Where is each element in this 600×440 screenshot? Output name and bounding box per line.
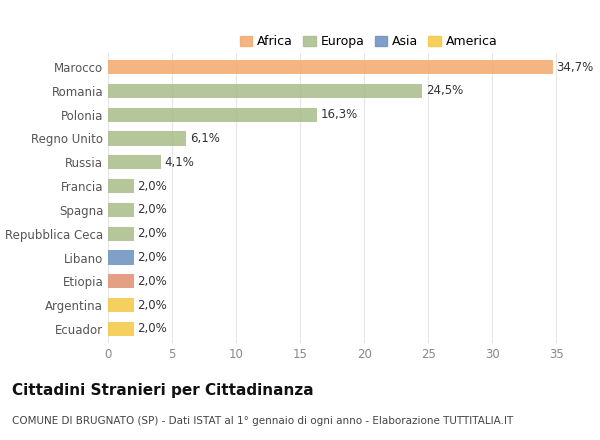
Text: 6,1%: 6,1% [190, 132, 220, 145]
Bar [108, 107, 317, 122]
Text: 2,0%: 2,0% [137, 227, 167, 240]
Text: 34,7%: 34,7% [556, 61, 593, 73]
Text: COMUNE DI BRUGNATO (SP) - Dati ISTAT al 1° gennaio di ogni anno - Elaborazione T: COMUNE DI BRUGNATO (SP) - Dati ISTAT al … [12, 416, 513, 426]
Bar [108, 274, 134, 289]
Bar [108, 203, 134, 217]
Bar [108, 155, 161, 169]
Bar [108, 227, 134, 241]
Text: 24,5%: 24,5% [426, 84, 463, 97]
Bar [108, 84, 422, 98]
Text: Cittadini Stranieri per Cittadinanza: Cittadini Stranieri per Cittadinanza [12, 383, 314, 398]
Text: 2,0%: 2,0% [137, 275, 167, 288]
Bar [108, 322, 134, 336]
Bar [108, 298, 134, 312]
Text: 2,0%: 2,0% [137, 180, 167, 193]
Text: 2,0%: 2,0% [137, 299, 167, 312]
Bar [108, 179, 134, 193]
Bar [108, 60, 553, 74]
Text: 2,0%: 2,0% [137, 251, 167, 264]
Text: 2,0%: 2,0% [137, 203, 167, 216]
Text: 2,0%: 2,0% [137, 323, 167, 335]
Bar [108, 250, 134, 264]
Bar [108, 132, 186, 146]
Text: 4,1%: 4,1% [164, 156, 194, 169]
Legend: Africa, Europa, Asia, America: Africa, Europa, Asia, America [235, 30, 503, 53]
Text: 16,3%: 16,3% [320, 108, 358, 121]
